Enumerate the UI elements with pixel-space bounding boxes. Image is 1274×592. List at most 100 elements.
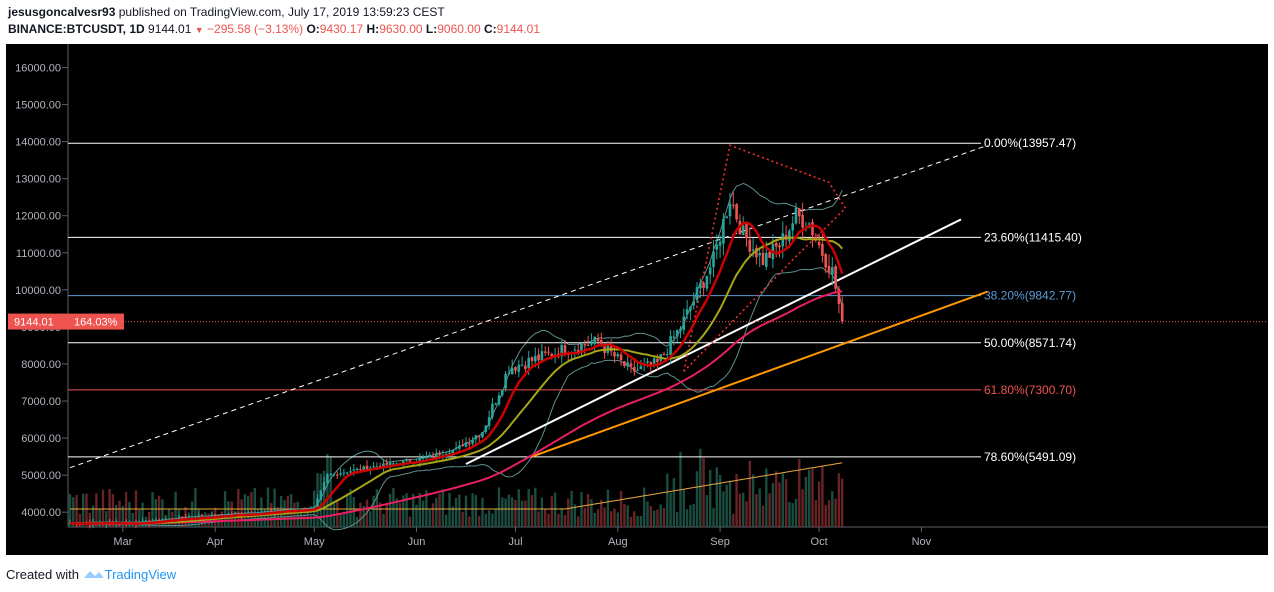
volume-bar [408, 516, 412, 527]
volume-bar [728, 480, 732, 527]
volume-bar [784, 479, 788, 527]
volume-bar [501, 497, 504, 527]
volume-bar [590, 499, 593, 527]
candle-body [586, 344, 590, 346]
volume-bar [808, 469, 811, 527]
last-price-label: 9144.01 [14, 317, 54, 329]
candle-body [345, 472, 349, 474]
candle-body [768, 251, 771, 258]
candle-body [629, 363, 633, 367]
fib-level-label: 50.00%(8571.74) [984, 336, 1076, 350]
candle-body [811, 222, 814, 236]
volume-bar [151, 492, 154, 527]
volume-bar [148, 511, 151, 527]
volume-bar [626, 505, 629, 527]
candle-body [718, 241, 722, 246]
volume-bar [491, 513, 494, 527]
volume-bar [111, 494, 115, 527]
high-label: H: [366, 22, 380, 36]
candle-body [791, 223, 794, 231]
volume-bar [580, 492, 583, 527]
chart-area[interactable]: 16000.00 15000.00 14000.00 13000.00 12000.00… [6, 44, 1268, 555]
low-value: 9060.00 [437, 22, 481, 36]
volume-bar [567, 498, 570, 527]
published-text: published on TradingView.com, July 17, 2… [118, 5, 445, 19]
volume-bar [613, 508, 616, 527]
volume-bar [544, 509, 547, 527]
volume-bar [108, 488, 111, 527]
x-tick-label: Sep [710, 536, 730, 548]
candle-body [359, 469, 362, 471]
candle-body [461, 445, 464, 447]
candle-body [392, 463, 395, 465]
volume-bar [78, 513, 82, 527]
candle-body [580, 344, 583, 353]
volume-bar [600, 499, 603, 527]
volume-bar [369, 511, 372, 527]
candle-body [326, 474, 329, 484]
volume-ma-line [70, 462, 843, 510]
tradingview-brand[interactable]: TradingView [104, 567, 177, 582]
volume-bar [692, 504, 695, 527]
volume-bar [68, 493, 72, 527]
candle-body [372, 466, 375, 468]
volume-bar [507, 494, 511, 527]
candle-body [144, 520, 148, 522]
volume-bar [458, 494, 461, 527]
volume-bar [474, 494, 478, 527]
volume-bar [639, 515, 643, 527]
volume-bar [563, 515, 567, 527]
publisher-name[interactable]: jesusgoncalvesr93 [8, 5, 116, 19]
candle-body [593, 336, 596, 344]
candle-body [444, 453, 448, 455]
x-tick-label: Apr [207, 536, 224, 548]
volume-bar [517, 489, 520, 527]
close-value: 9144.01 [496, 22, 541, 36]
volume-bar [388, 493, 392, 527]
high-value: 9630.00 [379, 22, 423, 36]
candle-body [431, 455, 435, 457]
candle-body [425, 456, 428, 459]
y-tick-label: 4000.00 [21, 507, 61, 519]
volume-bar [451, 506, 454, 527]
volume-bar [190, 501, 194, 527]
volume-bar [742, 492, 745, 527]
volume-bar [537, 511, 540, 527]
candle-body [339, 473, 342, 475]
candle-body [814, 236, 818, 240]
price-chart[interactable]: 16000.00 15000.00 14000.00 13000.00 12000.00… [6, 44, 1268, 555]
volume-bar [682, 489, 685, 527]
fib-level-label: 0.00%(13957.47) [984, 136, 1076, 150]
candle-body [699, 283, 702, 289]
volume-bar [303, 513, 306, 527]
volume-bar [253, 487, 256, 527]
volume-bar [827, 500, 831, 527]
candle-body [666, 354, 669, 356]
volume-bar [761, 505, 765, 527]
volume-bar [105, 511, 108, 527]
candle-body [316, 498, 319, 508]
y-tick-label: 13000.00 [15, 174, 61, 186]
volume-bar [768, 493, 771, 527]
candle-body [831, 267, 834, 275]
volume-bar [379, 502, 382, 527]
volume-bar [326, 453, 329, 527]
candle-body [702, 282, 705, 288]
candle-body [388, 462, 392, 466]
fib-level-label: 38.20%(9842.77) [984, 289, 1076, 303]
candle-body [735, 204, 738, 220]
candle-body [616, 354, 620, 357]
volume-bar [237, 488, 240, 527]
candle-body [342, 472, 346, 474]
candle-body [497, 395, 501, 405]
volume-bar [359, 502, 362, 527]
candle-body [774, 242, 778, 247]
volume-bar [484, 513, 487, 527]
candle-body [441, 454, 445, 456]
candle-body [451, 449, 455, 455]
volume-bar [445, 514, 448, 527]
candle-body [352, 469, 356, 471]
candle-body [626, 362, 629, 367]
volume-bar [194, 487, 197, 527]
volume-bar [619, 491, 623, 527]
